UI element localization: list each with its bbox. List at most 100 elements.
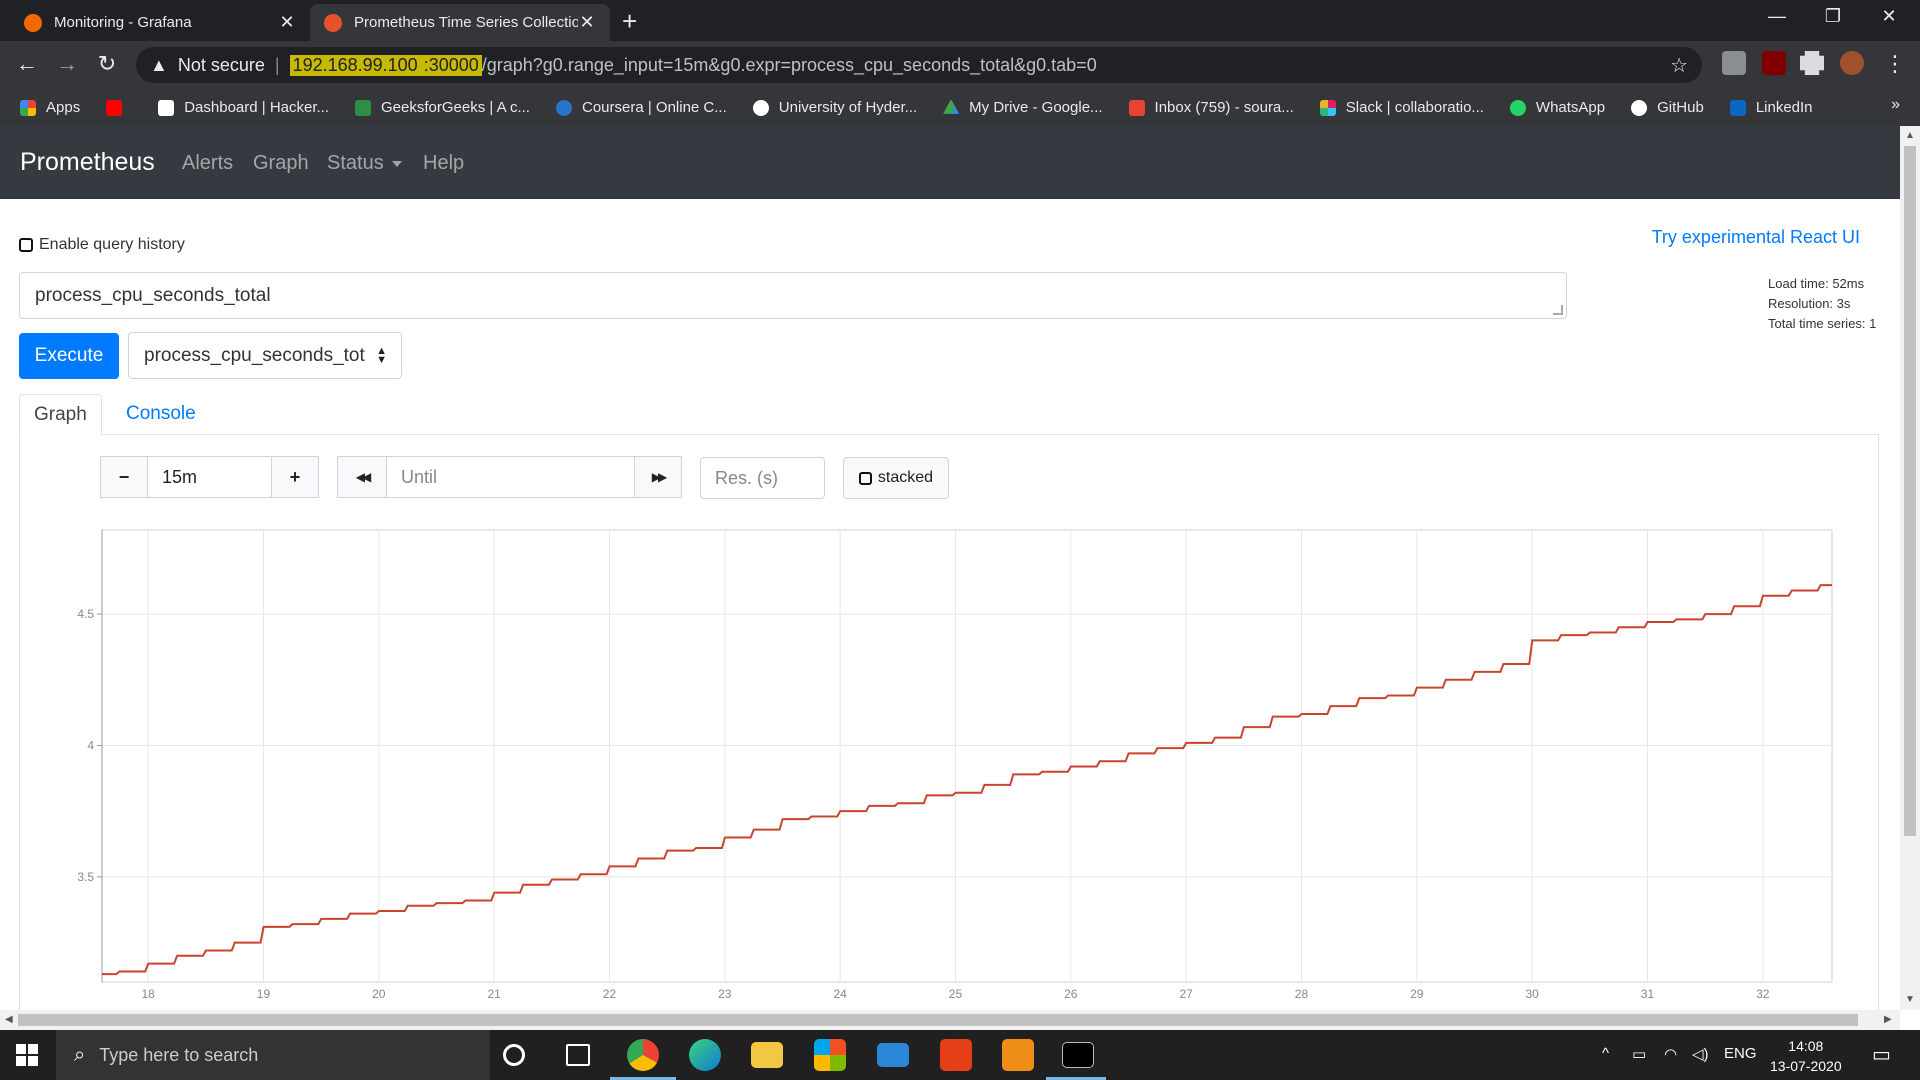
back-icon[interactable]: ← — [16, 51, 38, 76]
nav-status-label: Status — [327, 152, 384, 174]
tab-console[interactable]: Console — [126, 403, 196, 424]
range-increase-button[interactable]: + — [271, 456, 319, 498]
tab-grafana[interactable]: Monitoring - Grafana ✕ — [10, 4, 310, 41]
total-series: Total time series: 1 — [1768, 316, 1877, 331]
resolution-placeholder: Res. (s) — [715, 467, 778, 488]
nav-status[interactable]: Status — [327, 152, 402, 175]
minimize-icon[interactable]: — — [1768, 6, 1786, 26]
range-decrease-button[interactable]: − — [100, 456, 148, 498]
close-icon[interactable]: ✕ — [579, 12, 595, 32]
grafana-icon — [24, 13, 42, 32]
y-tick-label: 4.5 — [77, 607, 94, 621]
brand-link[interactable]: Prometheus — [20, 148, 155, 176]
battery-icon[interactable]: ▭ — [1632, 1046, 1647, 1063]
clock[interactable]: 14:08 13-07-2020 — [1770, 1036, 1842, 1076]
range-input[interactable]: 15m — [147, 456, 272, 498]
sublime-text-icon[interactable] — [1002, 1039, 1034, 1071]
stacked-checkbox[interactable] — [858, 471, 872, 485]
volume-icon[interactable]: ◁) — [1692, 1046, 1709, 1063]
bookmark-label: WhatsApp — [1535, 99, 1606, 116]
bookmarks-overflow-button[interactable]: » — [1891, 96, 1900, 113]
taskbar-search-input[interactable]: ⌕ Type here to search — [56, 1030, 490, 1080]
extensions-puzzle-icon[interactable] — [1800, 51, 1824, 75]
until-input[interactable]: Until — [386, 456, 635, 498]
task-view-icon[interactable] — [566, 1044, 590, 1066]
query-history-label: Enable query history — [39, 236, 185, 253]
bookmark-youtube[interactable] — [106, 99, 132, 116]
language-indicator[interactable]: ENG — [1724, 1045, 1757, 1062]
bookmark-whatsapp[interactable]: WhatsApp — [1509, 99, 1606, 116]
bookmark-apps[interactable]: Apps — [20, 99, 80, 116]
react-ui-link[interactable]: Try experimental React UI — [1651, 227, 1860, 247]
x-tick-label: 31 — [1641, 987, 1655, 1001]
prometheus-icon — [324, 13, 342, 32]
time-back-button[interactable]: ◀◀ — [337, 456, 387, 498]
bookmark-geeksforgeeks[interactable]: GeeksforGeeks | A c... — [355, 99, 530, 116]
bookmark-linkedin[interactable]: LinkedIn — [1729, 99, 1813, 116]
avatar[interactable] — [1840, 51, 1864, 75]
x-tick-label: 25 — [949, 987, 963, 1001]
store-icon[interactable] — [814, 1039, 846, 1071]
bookmark-university[interactable]: University of Hyder... — [752, 99, 917, 116]
address-input[interactable]: ▲ Not secure | 192.168.99.100:30000 /gra… — [136, 47, 1702, 83]
ublock-icon[interactable] — [1762, 51, 1786, 75]
menu-kebab-icon[interactable]: ⋮ — [1884, 51, 1906, 76]
nav-help[interactable]: Help — [423, 152, 465, 174]
window-close-icon[interactable]: ✕ — [1881, 6, 1897, 26]
edge-icon[interactable] — [689, 1039, 721, 1071]
resolution-input[interactable]: Res. (s) — [700, 457, 825, 499]
notifications-icon[interactable]: ▭ — [1872, 1044, 1891, 1066]
scroll-down-icon[interactable]: ▼ — [1905, 994, 1915, 1005]
bookmark-hackerrank[interactable]: Dashboard | Hacker... — [158, 99, 329, 116]
stacked-toggle[interactable]: stacked — [843, 457, 949, 499]
query-history-toggle[interactable]: Enable query history — [19, 236, 185, 254]
bookmark-gmail[interactable]: Inbox (759) - soura... — [1128, 99, 1294, 116]
scroll-right-icon[interactable]: ▶ — [1884, 1014, 1892, 1025]
vertical-scroll-thumb[interactable] — [1904, 146, 1916, 836]
resolution: Resolution: 3s — [1768, 296, 1851, 311]
whatsapp-icon — [1509, 99, 1526, 116]
resize-handle[interactable] — [1553, 305, 1563, 315]
new-tab-button[interactable]: + — [622, 6, 638, 36]
bookmark-label: My Drive - Google... — [969, 99, 1103, 116]
time-forward-button[interactable]: ▶▶ — [634, 456, 682, 498]
nav-alerts[interactable]: Alerts — [182, 152, 234, 174]
query-history-checkbox[interactable] — [19, 238, 33, 252]
bookmark-slack[interactable]: Slack | collaboratio... — [1319, 99, 1484, 116]
separator: | — [274, 54, 280, 75]
mail-icon[interactable] — [877, 1043, 909, 1067]
cortana-icon[interactable] — [503, 1044, 525, 1066]
tab-prometheus[interactable]: Prometheus Time Series Collectio ✕ — [310, 4, 610, 41]
url-path: /graph?g0.range_input=15m&g0.expr=proces… — [481, 54, 1097, 75]
nav-graph[interactable]: Graph — [253, 152, 309, 174]
bookmark-label: LinkedIn — [1755, 99, 1813, 116]
metric-select[interactable]: process_cpu_seconds_tot ▲ ▼ — [128, 332, 402, 379]
scroll-left-icon[interactable]: ◀ — [5, 1014, 13, 1025]
restore-icon[interactable]: ❐ — [1824, 6, 1842, 26]
bookmark-star-icon[interactable]: ☆ — [1670, 54, 1688, 77]
horizontal-scrollbar[interactable]: ◀ ▶ — [0, 1010, 1900, 1030]
execute-button[interactable]: Execute — [19, 333, 119, 379]
address-toolbar: ← → ↻ ▲ Not secure | 192.168.99.100:3000… — [0, 41, 1920, 89]
office-icon[interactable] — [940, 1039, 972, 1071]
bookmark-github[interactable]: GitHub — [1631, 99, 1704, 116]
extension-icon[interactable] — [1722, 51, 1746, 75]
windows-start-icon[interactable] — [16, 1044, 38, 1066]
wifi-icon[interactable]: ◠ — [1664, 1046, 1678, 1063]
terminal-active-indicator — [1046, 1077, 1106, 1080]
tray-chevron-icon[interactable]: ^ — [1602, 1045, 1610, 1062]
x-tick-label: 22 — [603, 987, 617, 1001]
terminal-icon[interactable] — [1062, 1042, 1094, 1068]
vertical-scrollbar[interactable]: ▲ ▼ — [1900, 126, 1920, 1010]
horizontal-scroll-thumb[interactable] — [18, 1014, 1858, 1026]
close-icon[interactable]: ✕ — [279, 12, 295, 32]
bookmark-google-drive[interactable]: My Drive - Google... — [943, 99, 1103, 116]
forward-icon[interactable]: → — [56, 51, 78, 76]
bookmark-coursera[interactable]: Coursera | Online C... — [555, 99, 727, 116]
scroll-up-icon[interactable]: ▲ — [1905, 130, 1915, 141]
expression-input[interactable]: process_cpu_seconds_total — [19, 272, 1567, 319]
file-explorer-icon[interactable] — [751, 1042, 783, 1068]
tab-graph[interactable]: Graph — [19, 394, 102, 435]
reload-icon[interactable]: ↻ — [97, 51, 117, 76]
chrome-icon[interactable] — [627, 1039, 659, 1071]
